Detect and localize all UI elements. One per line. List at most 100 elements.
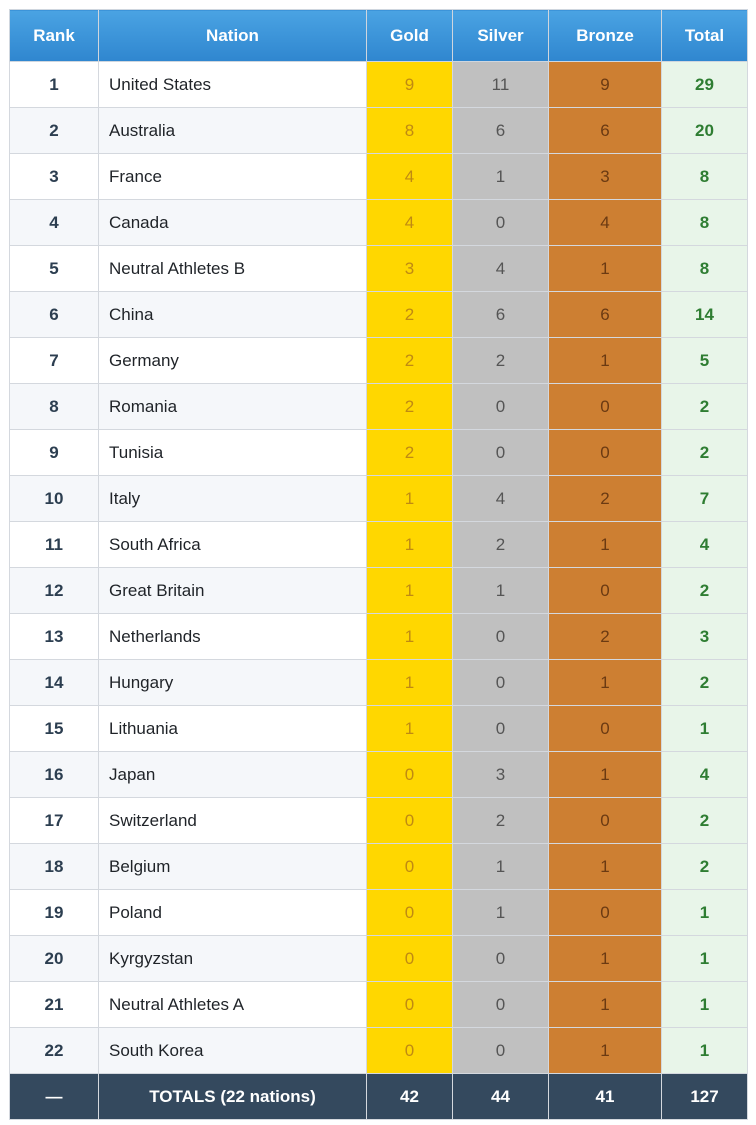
total-cell: 1 <box>661 705 748 752</box>
silver-cell: 4 <box>452 475 549 522</box>
table-row: 15 Lithuania 1 0 0 1 <box>9 705 748 752</box>
nation-cell: Romania <box>98 383 367 430</box>
medal-table: Rank Nation Gold Silver Bronze Total 1 Un… <box>9 9 748 1120</box>
totals-gold: 42 <box>366 1073 453 1120</box>
silver-cell: 6 <box>452 107 549 154</box>
total-cell: 5 <box>661 337 748 384</box>
silver-cell: 1 <box>452 567 549 614</box>
bronze-cell: 9 <box>548 61 662 108</box>
table-header: Rank Nation Gold Silver Bronze Total <box>9 9 748 62</box>
total-cell: 2 <box>661 659 748 706</box>
rank-cell: 4 <box>9 199 99 246</box>
gold-cell: 1 <box>366 659 453 706</box>
silver-cell: 2 <box>452 797 549 844</box>
silver-cell: 1 <box>452 153 549 200</box>
total-cell: 2 <box>661 383 748 430</box>
nation-cell: United States <box>98 61 367 108</box>
rank-cell: 18 <box>9 843 99 890</box>
nation-cell: China <box>98 291 367 338</box>
rank-cell: 10 <box>9 475 99 522</box>
total-cell: 2 <box>661 567 748 614</box>
totals-label: TOTALS (22 nations) <box>98 1073 367 1120</box>
totals-silver: 44 <box>452 1073 549 1120</box>
gold-cell: 9 <box>366 61 453 108</box>
table-row: 22 South Korea 0 0 1 1 <box>9 1027 748 1074</box>
gold-cell: 0 <box>366 981 453 1028</box>
silver-cell: 0 <box>452 705 549 752</box>
rank-cell: 9 <box>9 429 99 476</box>
total-cell: 20 <box>661 107 748 154</box>
rank-cell: 21 <box>9 981 99 1028</box>
rank-cell: 13 <box>9 613 99 660</box>
table-row: 18 Belgium 0 1 1 2 <box>9 843 748 890</box>
rank-cell: 14 <box>9 659 99 706</box>
silver-cell: 0 <box>452 429 549 476</box>
gold-cell: 0 <box>366 889 453 936</box>
header-total[interactable]: Total <box>661 9 748 62</box>
rank-cell: 15 <box>9 705 99 752</box>
silver-cell: 4 <box>452 245 549 292</box>
nation-cell: Poland <box>98 889 367 936</box>
bronze-cell: 1 <box>548 935 662 982</box>
silver-cell: 0 <box>452 659 549 706</box>
total-cell: 29 <box>661 61 748 108</box>
header-rank[interactable]: Rank <box>9 9 99 62</box>
nation-cell: Belgium <box>98 843 367 890</box>
gold-cell: 0 <box>366 843 453 890</box>
table-row: 14 Hungary 1 0 1 2 <box>9 659 748 706</box>
table-row: 12 Great Britain 1 1 0 2 <box>9 567 748 614</box>
rank-cell: 6 <box>9 291 99 338</box>
gold-cell: 4 <box>366 153 453 200</box>
nation-cell: Germany <box>98 337 367 384</box>
bronze-cell: 1 <box>548 245 662 292</box>
nation-cell: Neutral Athletes B <box>98 245 367 292</box>
rank-cell: 22 <box>9 1027 99 1074</box>
bronze-cell: 1 <box>548 337 662 384</box>
total-cell: 4 <box>661 751 748 798</box>
bronze-cell: 1 <box>548 843 662 890</box>
gold-cell: 0 <box>366 797 453 844</box>
rank-cell: 2 <box>9 107 99 154</box>
table-row: 20 Kyrgyzstan 0 0 1 1 <box>9 935 748 982</box>
total-cell: 2 <box>661 429 748 476</box>
table-row: 19 Poland 0 1 0 1 <box>9 889 748 936</box>
total-cell: 2 <box>661 797 748 844</box>
table-body: 1 United States 9 11 9 29 2 Australia 8 6 6 20 3 Fran… <box>9 61 748 1074</box>
bronze-cell: 1 <box>548 981 662 1028</box>
rank-cell: 12 <box>9 567 99 614</box>
table-row: 7 Germany 2 2 1 5 <box>9 337 748 384</box>
silver-cell: 0 <box>452 383 549 430</box>
totals-rank: — <box>9 1073 99 1120</box>
bronze-cell: 0 <box>548 889 662 936</box>
totals-row: — TOTALS (22 nations) 42 44 41 127 <box>9 1073 748 1120</box>
table-row: 16 Japan 0 3 1 4 <box>9 751 748 798</box>
gold-cell: 1 <box>366 705 453 752</box>
rank-cell: 11 <box>9 521 99 568</box>
silver-cell: 3 <box>452 751 549 798</box>
header-nation[interactable]: Nation <box>98 9 367 62</box>
nation-cell: Great Britain <box>98 567 367 614</box>
silver-cell: 2 <box>452 337 549 384</box>
table-row: 4 Canada 4 0 4 8 <box>9 199 748 246</box>
table-footer: — TOTALS (22 nations) 42 44 41 127 <box>9 1073 748 1120</box>
bronze-cell: 4 <box>548 199 662 246</box>
bronze-cell: 0 <box>548 383 662 430</box>
total-cell: 8 <box>661 153 748 200</box>
silver-cell: 0 <box>452 199 549 246</box>
rank-cell: 20 <box>9 935 99 982</box>
nation-cell: South Africa <box>98 521 367 568</box>
gold-cell: 1 <box>366 567 453 614</box>
total-cell: 1 <box>661 935 748 982</box>
bronze-cell: 6 <box>548 291 662 338</box>
header-gold[interactable]: Gold <box>366 9 453 62</box>
rank-cell: 8 <box>9 383 99 430</box>
bronze-cell: 0 <box>548 705 662 752</box>
nation-cell: Neutral Athletes A <box>98 981 367 1028</box>
total-cell: 7 <box>661 475 748 522</box>
header-bronze[interactable]: Bronze <box>548 9 662 62</box>
header-silver[interactable]: Silver <box>452 9 549 62</box>
gold-cell: 3 <box>366 245 453 292</box>
bronze-cell: 1 <box>548 521 662 568</box>
silver-cell: 11 <box>452 61 549 108</box>
